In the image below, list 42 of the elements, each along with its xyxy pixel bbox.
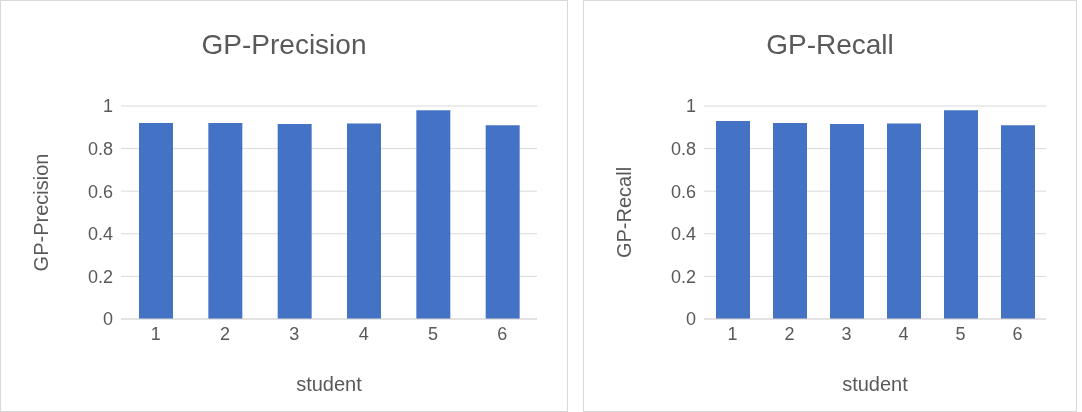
bar [208,123,243,319]
x-tick-label: 5 [955,323,966,344]
x-tick-label: 3 [289,323,300,344]
bar [716,120,750,319]
x-tick-label: 6 [497,323,508,344]
bar [485,125,520,319]
y-tick-label: 0.6 [670,181,696,202]
bar [347,123,381,319]
y-axis-title: GP-Recall [613,166,636,259]
x-tick-label: 6 [1012,323,1023,344]
bar [139,123,173,319]
x-tick-label: 1 [150,323,161,344]
x-tick-label: 5 [427,323,439,344]
y-tick-label: 1 [102,96,113,117]
x-tick-label: 4 [898,323,909,344]
y-axis-title: GP-Precision [30,153,53,272]
y-tick-label: 0 [685,309,696,330]
x-tick-label: 4 [358,323,369,344]
y-tick-label: 0.8 [670,138,696,159]
bar [944,110,978,319]
x-tick-label: 2 [784,323,795,344]
y-tick-label: 1 [685,96,696,117]
x-axis-title: student [296,373,363,395]
y-tick-label: 0.4 [670,224,696,245]
y-tick-label: 0.8 [87,138,113,159]
y-tick-label: 0.2 [87,266,113,287]
x-tick-label: 2 [219,323,231,344]
bar [830,124,864,319]
x-tick-label: 3 [841,323,852,344]
bar [416,110,451,319]
chart-title: GP-Precision [200,29,368,61]
bar [773,123,807,319]
y-tick-label: 0 [102,309,113,330]
bar [1001,125,1035,319]
x-axis-title: student [842,373,909,395]
bar [277,124,312,319]
y-tick-label: 0.6 [87,181,113,202]
x-tick-label: 1 [727,323,738,344]
y-tick-label: 0.2 [670,266,696,287]
y-tick-label: 0.4 [87,224,113,245]
chart-title: GP-Recall [765,29,895,61]
bar [887,123,921,319]
